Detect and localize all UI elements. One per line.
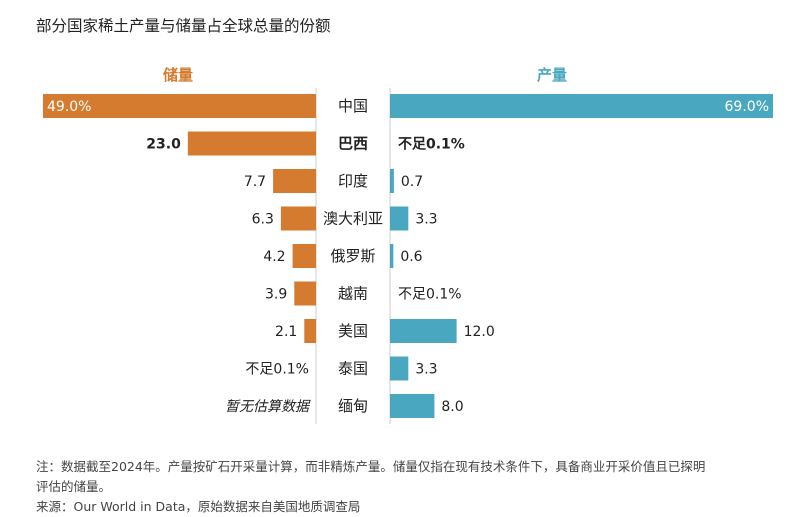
reserves-label-0: 49.0% bbox=[47, 99, 91, 115]
production-label-4: 0.6 bbox=[400, 249, 422, 265]
production-label-1: 不足0.1% bbox=[398, 137, 465, 153]
production-bar-0 bbox=[390, 94, 773, 118]
production-bar-2 bbox=[390, 169, 394, 193]
category-label-1: 巴西 bbox=[338, 135, 368, 153]
reserves-label-5: 3.9 bbox=[265, 287, 287, 303]
reserves-bar-1 bbox=[187, 131, 316, 156]
reserves-bar-3 bbox=[280, 206, 316, 231]
production-label-5: 不足0.1% bbox=[398, 287, 462, 303]
category-label-5: 越南 bbox=[338, 285, 368, 303]
production-bar-7 bbox=[390, 356, 409, 381]
category-label-3: 澳大利亚 bbox=[323, 210, 383, 228]
production-label-2: 0.7 bbox=[401, 174, 423, 190]
reserves-bar-0 bbox=[43, 94, 316, 118]
legend-production: 产量 bbox=[537, 66, 567, 84]
production-label-3: 3.3 bbox=[415, 212, 437, 228]
chart-title: 部分国家稀土产量与储量占全球总量的份额 bbox=[36, 17, 331, 35]
reserves-label-4: 4.2 bbox=[263, 249, 285, 265]
reserves-label-1: 23.0 bbox=[146, 137, 181, 153]
production-label-6: 12.0 bbox=[464, 324, 495, 340]
production-label-8: 8.0 bbox=[441, 399, 463, 415]
reserves-label-6: 2.1 bbox=[275, 324, 297, 340]
reserves-label-2: 7.7 bbox=[244, 174, 266, 190]
category-label-7: 泰国 bbox=[338, 360, 368, 378]
reserves-label-8: 暂无估算数据 bbox=[225, 399, 311, 415]
category-label-4: 俄罗斯 bbox=[330, 247, 375, 265]
category-label-2: 印度 bbox=[338, 172, 368, 190]
production-bar-3 bbox=[390, 206, 409, 231]
production-label-7: 3.3 bbox=[415, 362, 437, 378]
source-note: 来源：Our World in Data，原始数据来自美国地质调查局 bbox=[36, 499, 361, 514]
reserves-label-3: 6.3 bbox=[252, 212, 274, 228]
production-bar-4 bbox=[390, 244, 394, 268]
production-bar-8 bbox=[390, 394, 435, 418]
production-label-0: 69.0% bbox=[725, 99, 769, 115]
footnote-line-1: 注：数据截至2024年。产量按矿石开采量计算，而非精炼产量。储量仅指在现有技术条… bbox=[36, 459, 706, 474]
reserves-bar-6 bbox=[304, 319, 316, 343]
production-bar-6 bbox=[390, 319, 457, 343]
reserves-bar-5 bbox=[294, 281, 316, 306]
category-label-0: 中国 bbox=[338, 97, 368, 115]
reserves-bar-4 bbox=[292, 244, 316, 268]
category-label-8: 缅甸 bbox=[338, 397, 368, 415]
legend-reserves: 储量 bbox=[163, 66, 193, 84]
reserves-label-7: 不足0.1% bbox=[245, 362, 309, 378]
category-label-6: 美国 bbox=[338, 322, 368, 340]
reserves-bar-2 bbox=[273, 169, 316, 193]
footnote-line-2: 评估的储量。 bbox=[36, 479, 112, 494]
